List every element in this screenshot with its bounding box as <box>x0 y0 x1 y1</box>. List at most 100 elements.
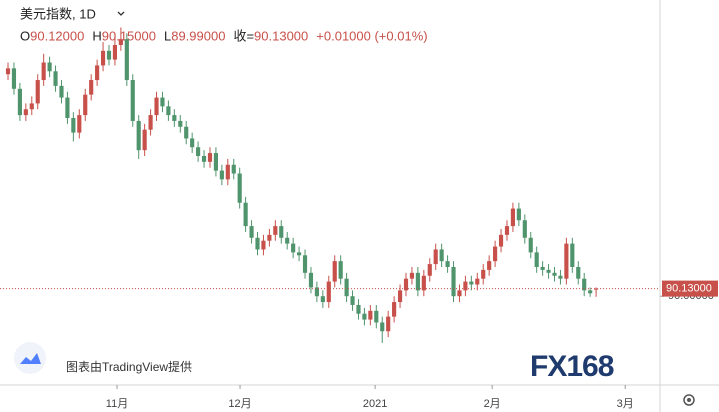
candle-body <box>35 80 40 104</box>
candle-body <box>273 226 278 235</box>
x-tick-label: 2021 <box>363 398 387 410</box>
candle-body <box>5 68 11 75</box>
candle-body <box>350 296 355 305</box>
candle-body <box>255 237 260 250</box>
x-tick-label: 3月 <box>617 398 634 410</box>
tv-logo <box>14 342 46 374</box>
x-tick-label: 12月 <box>228 398 251 410</box>
candle-body <box>516 208 521 221</box>
candle-body <box>558 275 563 279</box>
candle-body <box>451 266 456 297</box>
candle-body <box>582 278 587 291</box>
candle-body <box>184 126 189 139</box>
candle-body <box>314 287 319 297</box>
candle-body <box>463 281 468 291</box>
candle-body <box>190 138 195 148</box>
candle-body <box>368 310 373 320</box>
candle-body <box>570 243 575 267</box>
candle-body <box>374 310 379 323</box>
change: +0.01000 (+0.01%) <box>316 28 427 43</box>
candle-body <box>540 266 545 270</box>
candle-body <box>89 80 94 95</box>
candle-body <box>332 261 337 282</box>
candle-body <box>219 170 224 180</box>
candle-body <box>427 264 432 276</box>
candle-body <box>564 243 569 279</box>
legend-value: 90.12000 <box>30 28 84 43</box>
candle-body <box>166 106 171 116</box>
candle-body <box>23 109 28 116</box>
candle-body <box>356 304 361 314</box>
candle-body <box>201 155 207 162</box>
candle-body <box>225 164 230 180</box>
candle-body <box>481 269 486 279</box>
candle-body <box>534 252 539 267</box>
candle-body <box>124 39 129 81</box>
candle-body <box>243 202 248 227</box>
legend-key: O <box>20 28 30 43</box>
candle-body <box>59 85 64 98</box>
candle-body <box>53 71 58 86</box>
attribution[interactable]: 图表由TradingView提供 <box>66 359 192 374</box>
candle-body <box>344 278 349 297</box>
candle-body <box>457 290 462 297</box>
legend-value: 90.13000 <box>254 28 308 43</box>
candle-body <box>421 275 426 291</box>
candle-body <box>130 80 135 121</box>
legend-value: 89.99000 <box>171 28 225 43</box>
dropdown-icon[interactable] <box>117 11 125 16</box>
candle-body <box>594 288 599 290</box>
candle-body <box>297 252 302 256</box>
candle-body <box>439 249 444 262</box>
candle-body <box>213 153 219 171</box>
ohlc-legend: O 90.12000 H 90.15000 L 89.99000 收= 90.13000 <box>20 28 308 43</box>
candle-body <box>392 302 397 317</box>
candle-body <box>386 316 391 332</box>
last-price-box <box>662 280 718 297</box>
candle-body <box>172 115 177 121</box>
candle-body <box>249 226 254 238</box>
candle-body <box>142 129 147 151</box>
candle-body <box>302 255 308 273</box>
legend-key: 收= <box>233 28 254 43</box>
candle-body <box>207 153 213 162</box>
candle-body <box>178 120 183 127</box>
settings-icon[interactable] <box>683 394 695 406</box>
candle-body <box>261 240 266 250</box>
candle-body <box>285 237 290 244</box>
candle-body <box>112 44 118 60</box>
candle-body <box>267 234 272 241</box>
candle-body <box>160 97 165 107</box>
candle-body <box>95 65 100 81</box>
candle-body <box>47 62 52 72</box>
candle-body <box>397 290 403 303</box>
x-tick-label: 2月 <box>484 398 501 410</box>
candle-body <box>362 313 367 320</box>
candle-body <box>148 115 153 130</box>
last-price-label: 90.13000 <box>666 283 712 295</box>
candle-body <box>552 272 557 276</box>
candle-body <box>17 88 22 116</box>
candle-body <box>498 234 504 247</box>
candle-body <box>469 281 474 285</box>
legend-key: H <box>92 28 101 43</box>
candle-body <box>380 322 385 332</box>
candle-body <box>308 272 314 288</box>
candle-body <box>136 120 141 151</box>
candle-body <box>504 226 510 235</box>
candle-body <box>279 226 284 238</box>
candle-body <box>71 118 76 133</box>
candle-body <box>106 50 112 60</box>
candle-body <box>154 97 159 116</box>
candle-body <box>65 97 70 119</box>
watermark: FX168 <box>530 350 614 383</box>
candle-body <box>522 220 527 238</box>
candle-body <box>588 290 593 294</box>
candle-body <box>576 266 581 279</box>
candle-body <box>403 278 409 291</box>
candle-body <box>475 278 480 285</box>
candle-body <box>326 281 331 303</box>
candle-body <box>77 115 82 133</box>
